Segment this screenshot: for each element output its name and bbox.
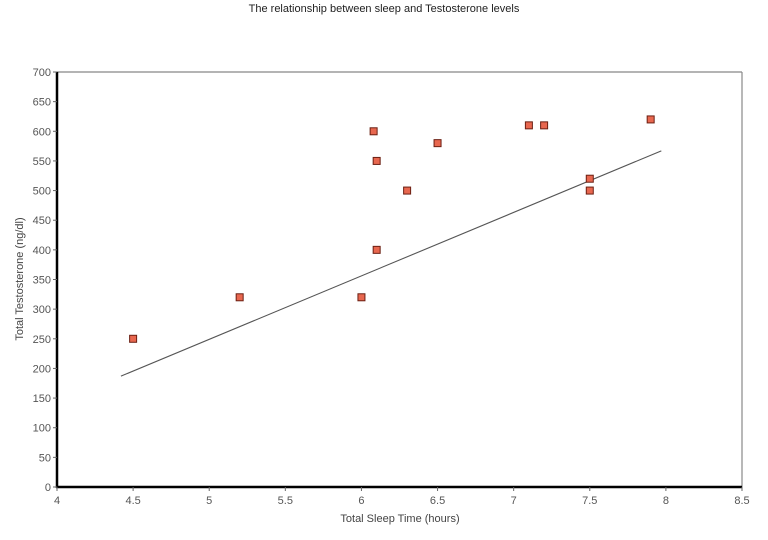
y-axis: 0 50 100 150 200 250 300 350 400 450 500 550 600 650 7… bbox=[33, 67, 57, 494]
y-tick-label: 650 bbox=[33, 97, 51, 109]
x-tick-label: 4.5 bbox=[125, 495, 140, 507]
y-tick-label: 600 bbox=[33, 126, 51, 138]
y-tick-label: 400 bbox=[33, 245, 51, 257]
y-tick-label: 150 bbox=[33, 393, 51, 405]
x-tick-label: 5 bbox=[206, 495, 212, 507]
y-tick-label: 550 bbox=[33, 156, 51, 168]
x-tick-label: 7 bbox=[511, 495, 517, 507]
x-tick-label: 6.5 bbox=[430, 495, 445, 507]
y-tick-label: 450 bbox=[33, 215, 51, 227]
y-tick-label: 200 bbox=[33, 363, 51, 375]
data-point-marker bbox=[129, 334, 138, 343]
y-tick-label: 350 bbox=[33, 275, 51, 287]
y-tick-label: 500 bbox=[33, 186, 51, 198]
plot-frame bbox=[55, 71, 743, 489]
x-axis-title: Total Sleep Time (hours) bbox=[340, 513, 459, 525]
regression-line bbox=[120, 150, 662, 377]
data-point-marker bbox=[369, 127, 378, 136]
y-tick-label: 700 bbox=[33, 67, 51, 79]
y-axis-title: Total Testosterone (ng/dl) bbox=[14, 217, 26, 340]
y-tick-label: 0 bbox=[45, 482, 51, 494]
trend-line bbox=[120, 150, 662, 377]
data-point-marker bbox=[235, 293, 244, 302]
data-point-marker bbox=[357, 293, 366, 302]
chart-title: The relationship between sleep and Testo… bbox=[248, 3, 520, 15]
x-tick-label: 7.5 bbox=[582, 495, 597, 507]
data-point-marker bbox=[585, 174, 594, 183]
data-point-marker bbox=[403, 186, 412, 195]
x-tick-label: 4 bbox=[54, 495, 60, 507]
x-tick-label: 8.5 bbox=[734, 495, 749, 507]
y-tick-label: 100 bbox=[33, 423, 51, 435]
y-tick-label: 250 bbox=[33, 334, 51, 346]
data-point-marker bbox=[372, 156, 381, 165]
x-axis: 4 4.5 5 5.5 6 6.5 7 7.5 8 8.5 bbox=[54, 487, 750, 507]
data-point-marker bbox=[646, 115, 655, 124]
data-point-marker bbox=[372, 245, 381, 254]
x-tick-label: 6 bbox=[358, 495, 364, 507]
x-tick-label: 5.5 bbox=[278, 495, 293, 507]
data-point-marker bbox=[585, 186, 594, 195]
y-tick-label: 50 bbox=[39, 452, 51, 464]
data-point-marker bbox=[433, 139, 442, 148]
y-tick-label: 300 bbox=[33, 304, 51, 316]
data-points bbox=[129, 115, 655, 343]
data-point-marker bbox=[524, 121, 533, 130]
x-tick-label: 8 bbox=[663, 495, 669, 507]
data-point-marker bbox=[540, 121, 549, 130]
